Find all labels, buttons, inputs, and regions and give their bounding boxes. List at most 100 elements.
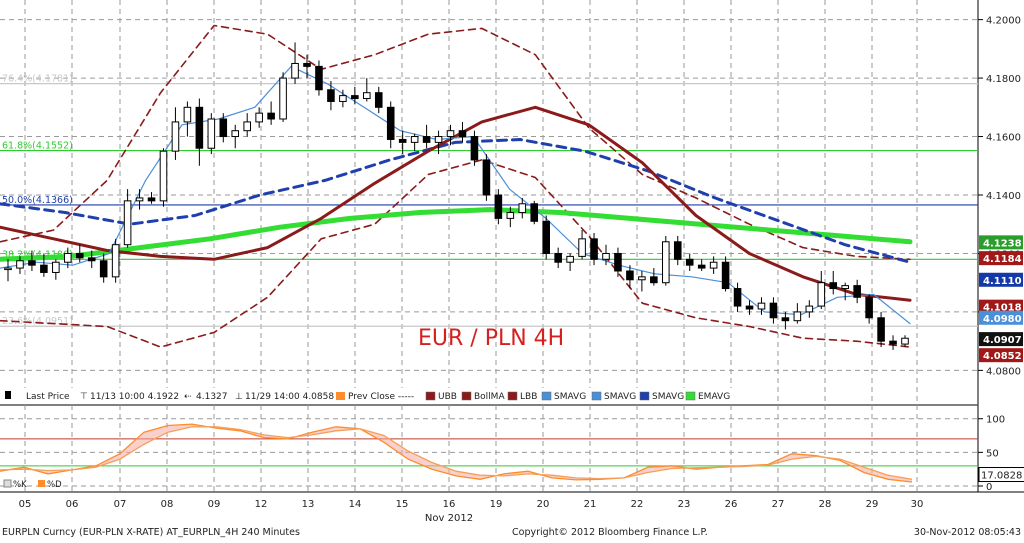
- candle-body: [506, 212, 515, 219]
- value-tag-bg: [979, 348, 1023, 363]
- candle-body: [566, 255, 574, 263]
- value-tag-bg: [979, 310, 1023, 325]
- candle-body: [458, 130, 467, 138]
- osc-legend-d: %D: [47, 480, 62, 490]
- legend-item-label: LBB: [520, 392, 537, 402]
- fib-label: 61.8%(4.1552): [2, 141, 73, 152]
- x-tick-label: 05: [19, 499, 32, 510]
- value-tag-bg: [979, 299, 1023, 314]
- candle-body: [16, 260, 24, 269]
- candles: [4, 42, 909, 350]
- legend-swatch: [639, 391, 650, 401]
- candle-body: [662, 241, 670, 284]
- candle-body: [793, 311, 802, 322]
- legend-high: 11/13 10:00 4.1922: [90, 392, 179, 402]
- x-tick-label: 07: [114, 499, 127, 510]
- series-line-smavg: [0, 138, 912, 264]
- x-tick-label: 14: [349, 499, 362, 510]
- x-tick-label: 08: [161, 499, 174, 510]
- candle-body: [231, 130, 240, 138]
- x-tick-label: 20: [537, 499, 550, 510]
- prev-close-swatch: [336, 392, 345, 400]
- x-tick-label: 29: [866, 499, 879, 510]
- candle-body: [554, 252, 562, 263]
- legend-swatch: [591, 391, 602, 401]
- series-line-lbb: [0, 159, 911, 348]
- candle-body: [40, 264, 48, 273]
- candle-body: [685, 258, 694, 266]
- value-tag-label: 4.1110: [983, 276, 1022, 287]
- legend-swatch: [541, 391, 552, 401]
- legend-item-label: SMAVG: [604, 392, 636, 402]
- candle-body: [207, 118, 216, 149]
- candle-body: [398, 138, 407, 143]
- candle-body: [853, 285, 861, 298]
- last-price-icon: [5, 391, 11, 399]
- value-tag-label: 4.0852: [983, 351, 1022, 362]
- legend-item-label: SMAVG: [652, 392, 684, 402]
- fibonacci-levels: 76.4%(4.1781) 61.8%(4.1552) 50.0%(4.1366) 3…: [0, 74, 978, 327]
- candle-body: [255, 112, 263, 123]
- osc-value-tag-bg: [978, 467, 1024, 483]
- oscillator-panel: 100 50 0 %K %D 17.0828: [0, 415, 1024, 493]
- candle-body: [410, 136, 419, 143]
- x-tick-label: 26: [725, 499, 738, 510]
- candle-body: [351, 95, 359, 100]
- legend-item-label: UBB: [438, 392, 457, 402]
- fib-label: 23.6%(4.0951): [2, 316, 73, 327]
- legend-last-price: Last Price: [26, 392, 70, 402]
- candle-body: [877, 317, 885, 342]
- candle-body: [374, 92, 383, 108]
- x-axis: 05 06 07 08 09 12 13 14 15 16 19 20 21 22 23 26 27 28 29 30…: [19, 499, 924, 524]
- footer-center: Copyright© 2012 Bloomberg Finance L.P.: [512, 527, 708, 538]
- candle-body: [518, 203, 527, 214]
- candle-body: [697, 264, 706, 269]
- value-tag-label: 4.1018: [983, 303, 1022, 314]
- price-tick-label: 4.1400: [986, 191, 1021, 202]
- x-tick-label: 30: [911, 499, 924, 510]
- high-marker-icon: ⊤: [80, 392, 88, 402]
- candle-body: [171, 121, 180, 152]
- candle-body: [75, 252, 84, 259]
- chart-annotation: EUR / PLN 4H: [418, 326, 564, 351]
- candle-body: [446, 130, 455, 138]
- candle-body: [482, 159, 491, 196]
- value-tag-label: 4.1238: [983, 238, 1022, 249]
- series-line-emavg: [0, 207, 913, 262]
- value-tag-bg: [979, 272, 1023, 287]
- value-tag-label: 4.1184: [983, 254, 1022, 265]
- candle-body: [279, 77, 287, 120]
- low-marker-icon: ⊥: [235, 392, 243, 402]
- candle-body: [327, 89, 335, 102]
- osc-value-tag-label: 17.0828: [981, 471, 1022, 482]
- candle-body: [650, 276, 658, 284]
- candle-body: [638, 276, 646, 281]
- x-tick-label: 19: [490, 499, 503, 510]
- x-tick-label: 13: [302, 499, 315, 510]
- candle-body: [817, 282, 826, 307]
- candle-body: [243, 121, 251, 132]
- candle-body: [865, 296, 873, 319]
- candle-body: [64, 252, 72, 263]
- osc-legend-k: %K: [13, 480, 27, 490]
- candle-body: [135, 197, 144, 202]
- osc-legend-swatch-d: [38, 480, 45, 487]
- candle-body: [829, 282, 838, 290]
- mid-marker-icon: ⇠: [184, 392, 192, 402]
- candle-body: [267, 112, 275, 120]
- candle-body: [159, 150, 168, 202]
- candle-body: [147, 197, 156, 202]
- candle-body: [315, 65, 323, 91]
- legend-item-label: SMAVG: [554, 392, 586, 402]
- candle-body: [28, 260, 36, 266]
- candle-body: [673, 241, 682, 260]
- x-month-label: Nov 2012: [425, 513, 473, 524]
- legend-prev-close: Prev Close -----: [348, 392, 414, 402]
- price-tick-label: 4.1800: [986, 74, 1021, 85]
- candle-body: [542, 220, 550, 254]
- candle-body: [434, 136, 443, 143]
- candle-body: [626, 270, 634, 281]
